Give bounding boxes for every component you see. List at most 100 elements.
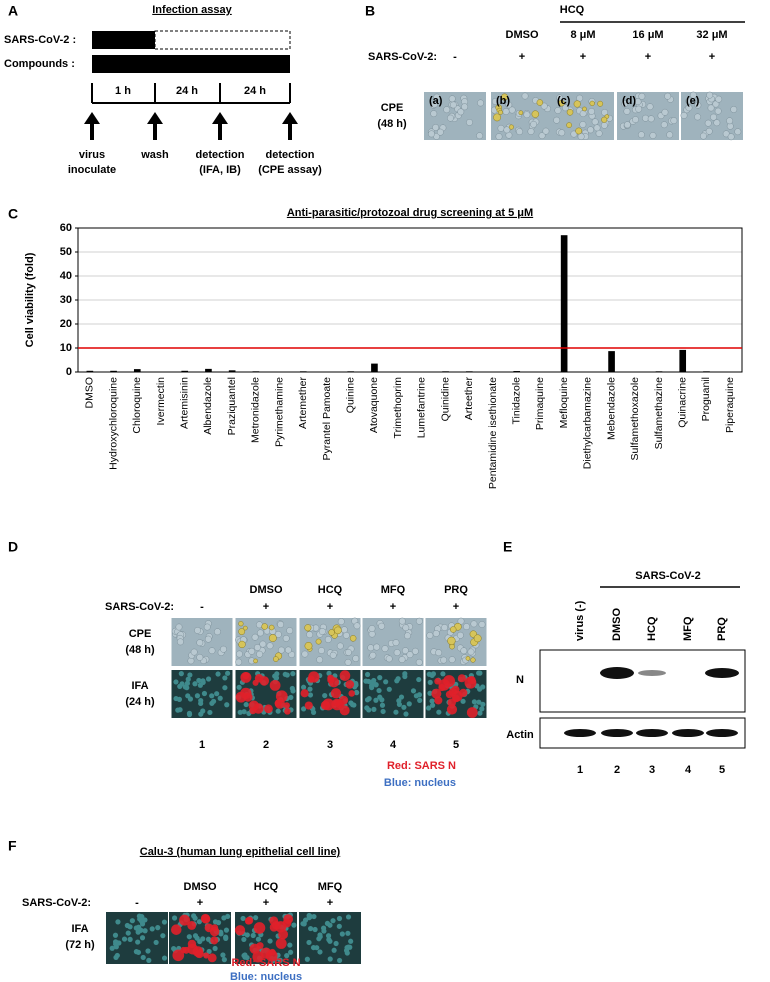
- cell: [416, 676, 422, 683]
- cell: [142, 917, 148, 923]
- cell: [632, 116, 639, 124]
- cell: [318, 628, 326, 635]
- cell: [429, 702, 436, 708]
- cell: [457, 617, 465, 625]
- cell: [173, 679, 179, 685]
- cell: [706, 91, 714, 99]
- infected-cell: [443, 675, 456, 688]
- band: [600, 667, 634, 679]
- infection-sign: -: [453, 51, 457, 63]
- cell: [660, 121, 668, 129]
- cell: [416, 692, 423, 698]
- treatment: 8 μM: [570, 29, 595, 41]
- cell: [406, 651, 414, 659]
- cell: [205, 936, 212, 942]
- cell: [196, 677, 202, 684]
- infected-cell: [271, 920, 281, 930]
- cell: [287, 942, 293, 948]
- x-tick-label: Atovaquone: [368, 377, 380, 433]
- infected-cell: [449, 626, 457, 633]
- cell: [497, 124, 505, 132]
- cell: [337, 618, 345, 626]
- cell: [336, 642, 344, 650]
- infected-cell: [207, 953, 217, 963]
- cell: [182, 684, 188, 690]
- x-tick-label: Quinacrine: [676, 377, 688, 428]
- cell: [466, 118, 473, 126]
- cell: [570, 130, 578, 138]
- x-tick-label: Trimethoprim: [392, 377, 404, 439]
- cell: [373, 643, 381, 651]
- infected-cell: [259, 676, 270, 686]
- cell: [241, 936, 247, 943]
- x-tick-label: Artemisinin: [178, 377, 190, 429]
- x-tick-label: Arteether: [463, 377, 475, 421]
- cell: [196, 919, 203, 925]
- cell: [153, 939, 159, 946]
- cell: [393, 709, 399, 715]
- cell: [670, 117, 678, 125]
- cell: [125, 930, 131, 936]
- cell: [508, 106, 516, 114]
- cell: [436, 128, 444, 136]
- bar: [513, 371, 521, 372]
- cell: [307, 686, 313, 692]
- row-label: (48 h): [125, 644, 155, 656]
- infected-cell: [431, 688, 442, 699]
- cell: [327, 956, 333, 962]
- cell: [373, 682, 379, 688]
- cell: [178, 671, 184, 677]
- lane-label: DMSO: [611, 608, 623, 641]
- cell: [392, 639, 400, 647]
- y-tick-label: 60: [60, 222, 72, 234]
- cell: [561, 104, 569, 112]
- cell: [267, 938, 273, 944]
- infected-cell: [261, 623, 268, 630]
- cell: [579, 121, 587, 128]
- band: [636, 729, 668, 737]
- cell: [282, 634, 290, 642]
- lane-number: 3: [649, 764, 655, 776]
- cell: [478, 621, 486, 628]
- cell: [179, 681, 185, 687]
- cell: [576, 94, 584, 102]
- lane-number: 3: [327, 739, 333, 751]
- cell: [352, 655, 360, 662]
- cell: [343, 947, 350, 954]
- y-tick-label: 20: [60, 318, 72, 330]
- cell: [348, 938, 354, 944]
- infected-cell: [283, 702, 290, 709]
- cell: [587, 126, 595, 134]
- row-label: SARS-CoV-2:: [22, 897, 91, 909]
- cell: [411, 647, 419, 655]
- cell: [185, 693, 191, 699]
- cell: [288, 694, 294, 701]
- cell: [327, 922, 333, 928]
- cell: [403, 711, 409, 717]
- infected-cell: [179, 914, 191, 926]
- infected-cell: [240, 687, 252, 700]
- cell: [542, 127, 550, 135]
- infected-cell: [464, 676, 477, 689]
- cell: [223, 935, 229, 941]
- cell: [221, 915, 227, 921]
- infected-cell: [264, 704, 273, 714]
- cell: [135, 939, 141, 945]
- cell: [171, 915, 178, 921]
- infected-cell: [268, 624, 275, 631]
- panel-label: D: [8, 539, 18, 555]
- cell: [623, 121, 631, 129]
- infected-cell: [275, 937, 287, 949]
- cell: [495, 133, 503, 141]
- infection-sign: +: [580, 51, 586, 63]
- treatment: MFQ: [318, 881, 343, 893]
- cell: [220, 645, 227, 653]
- cell: [426, 705, 432, 711]
- cell: [307, 913, 314, 920]
- image-label: (d): [622, 95, 636, 107]
- band: [705, 668, 739, 678]
- cell: [240, 915, 246, 922]
- cell: [601, 109, 609, 116]
- event-label: detection: [266, 149, 315, 161]
- duration: 1 h: [115, 85, 131, 97]
